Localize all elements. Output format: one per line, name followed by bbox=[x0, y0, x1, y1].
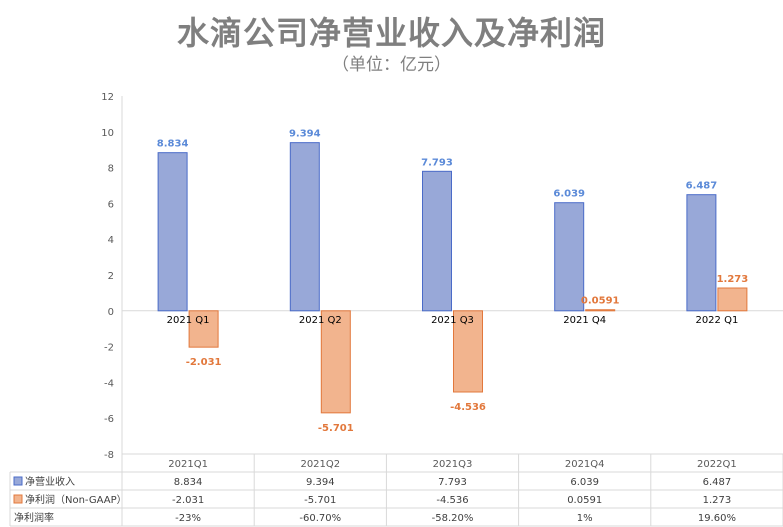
y-tick-label: 4 bbox=[108, 235, 114, 246]
profit-bar bbox=[320, 310, 351, 414]
table-cell: -58.20% bbox=[432, 513, 474, 524]
y-tick-label: 8 bbox=[108, 164, 114, 175]
table-cell: 7.793 bbox=[438, 477, 467, 488]
y-tick-label: -6 bbox=[104, 414, 114, 425]
profit-data-label: 0.0591 bbox=[581, 296, 620, 307]
table-cell: -4.536 bbox=[436, 495, 468, 506]
chart-subtitle: （单位：亿元） bbox=[332, 55, 451, 75]
table-cell: -23% bbox=[175, 513, 201, 524]
revenue-data-label: 7.793 bbox=[421, 157, 453, 168]
table-header-cell: 2022Q1 bbox=[697, 459, 737, 470]
profit-bar bbox=[188, 310, 219, 348]
revenue-bar bbox=[289, 142, 320, 312]
table-cell: 0.0591 bbox=[567, 495, 602, 506]
profit-bar bbox=[585, 309, 616, 312]
table-cell: 8.834 bbox=[174, 477, 203, 488]
chart-title: 水滴公司净营业收入及净利润 bbox=[176, 14, 606, 52]
profit-bar bbox=[717, 287, 748, 312]
y-tick-label: -4 bbox=[104, 378, 114, 389]
table-cell: 6.487 bbox=[703, 477, 732, 488]
legend-swatch bbox=[13, 494, 23, 504]
table-row-label: 净利润率 bbox=[14, 511, 54, 524]
y-tick-label: 10 bbox=[101, 128, 114, 139]
table-cell: 1% bbox=[577, 513, 593, 524]
table-cell: -5.701 bbox=[304, 495, 336, 506]
revenue-bar bbox=[422, 170, 452, 312]
profit-data-label: -4.536 bbox=[450, 402, 486, 413]
table-header-cell: 2021Q4 bbox=[565, 459, 605, 470]
y-tick-label: 0 bbox=[108, 307, 114, 318]
y-tick-label: 2 bbox=[108, 271, 114, 282]
legend-swatch bbox=[13, 476, 23, 486]
y-tick-label: -2 bbox=[104, 343, 114, 354]
profit-data-label: -5.701 bbox=[318, 423, 354, 434]
y-tick-label: -8 bbox=[104, 450, 114, 461]
table-row-label: 净利润（Non-GAAP） bbox=[25, 493, 127, 506]
table-cell: 19.60% bbox=[698, 513, 736, 524]
table-header-cell: 2021Q1 bbox=[168, 459, 208, 470]
x-category-label: 2021 Q4 bbox=[563, 315, 606, 326]
table-cell: -60.70% bbox=[299, 513, 341, 524]
x-axis-labels: 2021 Q1 2021 Q2 2021 Q3 2021 Q4 2022 Q1 bbox=[167, 315, 739, 326]
data-table: 2021Q1 2021Q2 2021Q3 2021Q4 2022Q1 净营业收入 8.834… bbox=[9, 453, 783, 527]
table-cell: -2.031 bbox=[172, 495, 204, 506]
table-cell: 9.394 bbox=[306, 477, 335, 488]
profit-bar bbox=[453, 310, 483, 393]
revenue-data-label: 6.039 bbox=[553, 189, 585, 200]
y-axis: 12 10 8 6 4 2 0 -2 -4 -6 -8 bbox=[101, 92, 783, 461]
table-header-cell: 2021Q3 bbox=[433, 459, 473, 470]
x-category-label: 2021 Q2 bbox=[299, 315, 342, 326]
y-tick-label: 12 bbox=[101, 92, 114, 103]
y-tick-label: 6 bbox=[108, 199, 114, 210]
table-row-label: 净营业收入 bbox=[25, 475, 75, 488]
table-cell: 6.039 bbox=[570, 477, 599, 488]
table-header-cell: 2021Q2 bbox=[300, 459, 340, 470]
bars: 8.834 -2.031 9.394 -5.701 7.793 -4.536 6.039 0.… bbox=[157, 129, 748, 434]
revenue-bar bbox=[686, 194, 717, 312]
revenue-data-label: 6.487 bbox=[686, 181, 718, 192]
x-category-label: 2022 Q1 bbox=[695, 315, 738, 326]
revenue-bar bbox=[554, 202, 585, 312]
revenue-data-label: 8.834 bbox=[157, 139, 189, 150]
table-cell: 1.273 bbox=[703, 495, 732, 506]
profit-data-label: -2.031 bbox=[186, 357, 222, 368]
profit-data-label: 1.273 bbox=[717, 274, 749, 285]
revenue-data-label: 9.394 bbox=[289, 129, 321, 140]
revenue-bar bbox=[157, 152, 188, 312]
x-category-label: 2021 Q1 bbox=[167, 315, 210, 326]
x-category-label: 2021 Q3 bbox=[431, 315, 474, 326]
